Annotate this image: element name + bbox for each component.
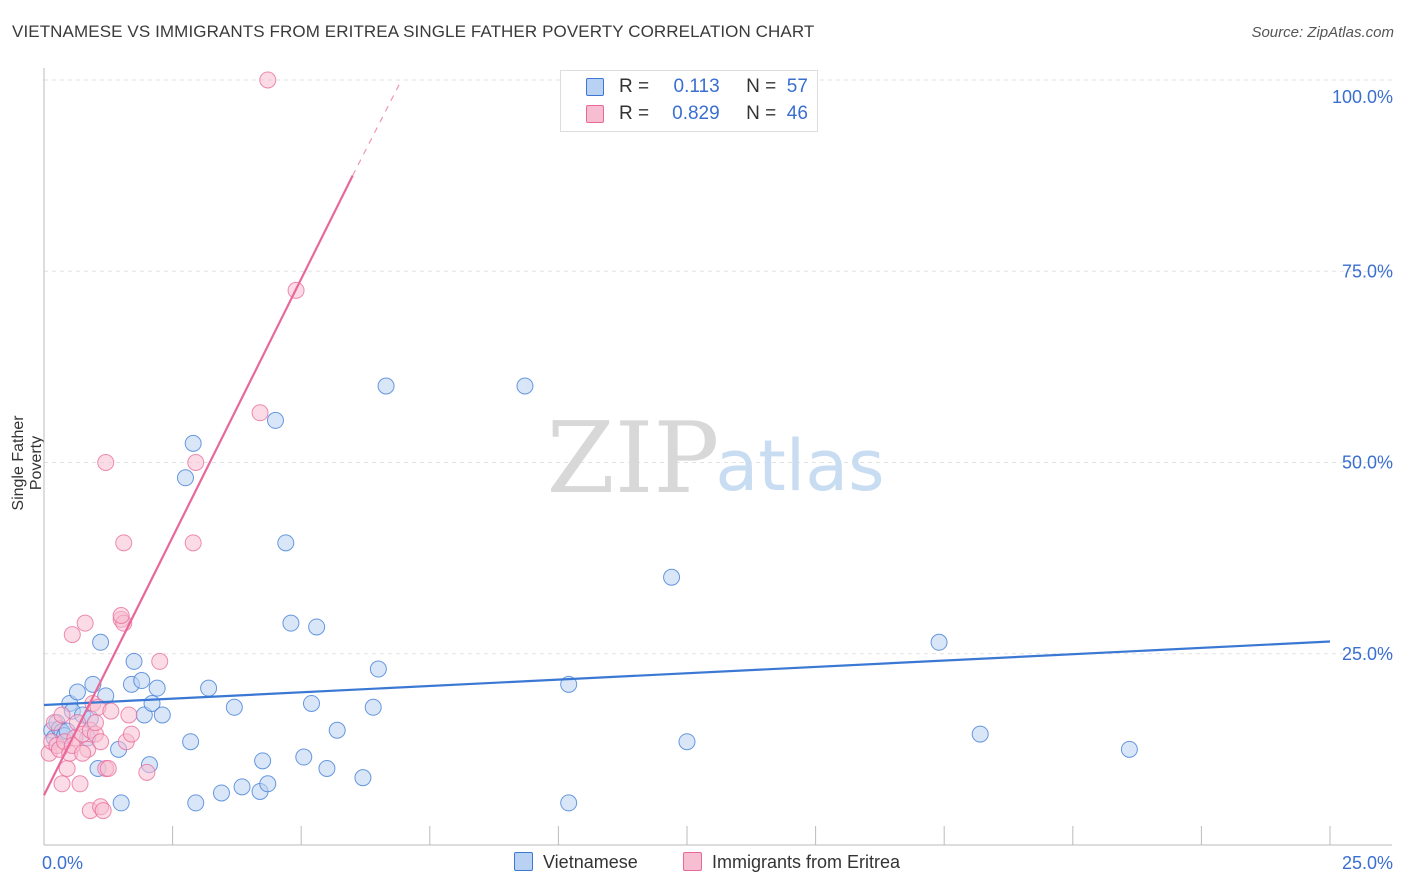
point-vietnamese: [259, 775, 277, 793]
r-value: 0.113: [673, 76, 720, 97]
stats-legend: R = 0.113 N = 57 R = 0.829 N = 46: [560, 70, 818, 132]
point-vietnamese: [92, 633, 110, 651]
n-label: N =: [746, 103, 777, 124]
point-vietnamese: [133, 672, 151, 690]
point-vietnamese: [254, 752, 272, 770]
y-tick-label: 25.0%: [1342, 644, 1393, 664]
point-vietnamese: [282, 614, 300, 632]
point-vietnamese: [125, 652, 143, 670]
point-eritrea: [94, 802, 112, 820]
legend-swatch-blue: [586, 78, 604, 96]
point-vietnamese: [212, 784, 230, 802]
point-vietnamese: [354, 769, 372, 787]
n-label: N =: [746, 76, 777, 97]
legend-item-vietnamese: Vietnamese: [514, 852, 638, 876]
point-eritrea: [71, 775, 89, 793]
point-eritrea: [115, 534, 133, 552]
point-vietnamese: [148, 679, 166, 697]
point-vietnamese: [200, 679, 218, 697]
point-eritrea: [112, 607, 130, 624]
point-vietnamese: [233, 778, 251, 796]
point-vietnamese: [308, 618, 326, 636]
r-label: R =: [619, 76, 650, 97]
point-eritrea: [259, 71, 277, 89]
point-vietnamese: [295, 748, 313, 766]
source-label: Source: ZipAtlas.com: [1251, 24, 1394, 41]
point-eritrea: [251, 404, 269, 422]
point-vietnamese: [225, 698, 243, 716]
point-vietnamese: [516, 377, 534, 395]
y-tick-label: 100.0%: [1332, 87, 1393, 107]
point-vietnamese: [971, 725, 989, 743]
point-vietnamese: [266, 411, 284, 429]
point-eritrea: [122, 725, 140, 743]
legend-stats-pink: R = 0.829 N = 46: [619, 103, 808, 125]
point-eritrea: [138, 763, 156, 781]
points-layer: [40, 71, 1138, 820]
axis-layer: [43, 68, 1392, 846]
point-eritrea: [97, 454, 115, 471]
point-eritrea: [102, 702, 120, 720]
point-vietnamese: [176, 469, 194, 487]
point-vietnamese: [364, 698, 382, 716]
point-vietnamese: [182, 733, 200, 751]
y-tick-label: 75.0%: [1342, 261, 1393, 281]
point-eritrea: [76, 614, 94, 632]
legend-label-vietnamese: Vietnamese: [543, 852, 638, 872]
legend-stats-blue: R = 0.113 N = 57: [619, 76, 808, 98]
point-vietnamese: [560, 794, 578, 812]
point-vietnamese: [369, 660, 387, 678]
point-eritrea: [187, 454, 205, 471]
point-vietnamese: [1120, 740, 1138, 758]
legend-label-eritrea: Immigrants from Eritrea: [712, 852, 901, 872]
point-eritrea: [99, 760, 117, 777]
chart-title: VIETNAMESE VS IMMIGRANTS FROM ERITREA SI…: [12, 22, 815, 41]
point-eritrea: [120, 706, 138, 724]
watermark-atlas: atlas: [715, 425, 884, 507]
point-vietnamese: [153, 706, 171, 724]
point-vietnamese: [930, 633, 948, 651]
point-eritrea: [63, 626, 81, 644]
grid-layer: [44, 79, 1392, 655]
point-vietnamese: [328, 721, 346, 739]
trendline-eritrea: [43, 175, 354, 796]
x-tick-label: 25.0%: [1342, 853, 1393, 873]
n-value: 57: [786, 76, 808, 97]
x-tick-label: 0.0%: [42, 853, 83, 873]
point-eritrea: [184, 534, 202, 552]
point-eritrea: [92, 733, 110, 751]
y-tick-label: 50.0%: [1342, 453, 1393, 473]
trendline-extension-eritrea: [352, 79, 403, 176]
point-vietnamese: [277, 534, 295, 552]
point-eritrea: [53, 775, 71, 793]
point-eritrea: [74, 744, 92, 762]
point-eritrea: [58, 760, 76, 777]
trendline-vietnamese: [43, 640, 1331, 707]
legend-item-eritrea: Immigrants from Eritrea: [683, 852, 900, 876]
tick-label-layer: 25.0% 50.0% 75.0% 100.0% 0.0% 25.0%: [42, 87, 1393, 873]
watermark: ZIP atlas: [547, 402, 885, 516]
watermark-zip: ZIP: [547, 402, 720, 516]
point-vietnamese: [377, 377, 395, 395]
series-legend: Vietnamese Immigrants from Eritrea: [0, 852, 1406, 878]
point-vietnamese: [112, 794, 130, 812]
trend-layer: [43, 79, 1331, 796]
point-vietnamese: [302, 694, 320, 712]
point-vietnamese: [187, 794, 205, 812]
legend-swatch-eritrea: [683, 852, 702, 871]
point-eritrea: [86, 714, 104, 732]
point-eritrea: [53, 706, 71, 724]
point-vietnamese: [318, 760, 336, 777]
legend-swatch-vietnamese: [514, 852, 533, 871]
r-value: 0.829: [672, 103, 720, 124]
r-label: R =: [619, 103, 650, 124]
n-value: 46: [786, 103, 808, 124]
point-vietnamese: [678, 733, 696, 751]
point-vietnamese: [663, 568, 681, 586]
point-vietnamese: [184, 434, 202, 452]
point-vietnamese: [68, 683, 86, 701]
legend-swatch-pink: [586, 105, 604, 123]
point-eritrea: [151, 652, 169, 670]
